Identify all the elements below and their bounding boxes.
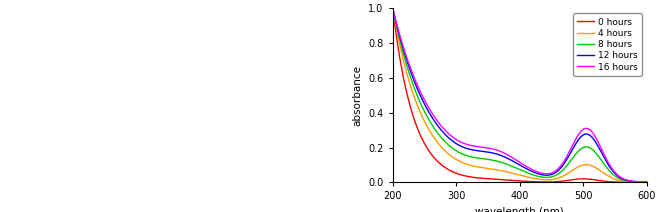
Line: 4 hours: 4 hours [393,8,647,182]
12 hours [636,181,643,183]
8 hours [512,167,520,169]
4 hours [636,181,643,184]
4 hours [506,171,513,174]
16 hours [402,53,410,56]
0 hours [636,181,643,184]
16 hours [636,180,643,183]
16 hours [643,181,651,183]
4 hours [389,7,397,10]
8 hours [402,61,410,63]
16 hours [512,159,520,161]
4 hours [512,173,520,176]
12 hours [512,162,520,164]
0 hours [589,178,597,181]
16 hours [589,132,597,134]
12 hours [402,56,410,58]
4 hours [402,68,410,70]
12 hours [506,158,513,161]
12 hours [636,181,643,183]
12 hours [389,7,397,10]
Line: 0 hours: 0 hours [393,8,647,182]
X-axis label: wavelength (nm): wavelength (nm) [475,207,564,212]
Line: 12 hours: 12 hours [393,8,647,182]
8 hours [636,181,643,183]
0 hours [643,181,651,184]
0 hours [402,87,410,89]
16 hours [506,155,513,157]
16 hours [389,7,397,10]
0 hours [389,7,397,10]
8 hours [506,164,513,166]
Line: 8 hours: 8 hours [393,8,647,182]
16 hours [636,180,643,183]
0 hours [512,180,520,182]
0 hours [636,181,643,184]
4 hours [636,181,643,184]
Legend: 0 hours, 4 hours, 8 hours, 12 hours, 16 hours: 0 hours, 4 hours, 8 hours, 12 hours, 16 … [573,13,642,76]
4 hours [643,181,651,184]
0 hours [506,179,513,181]
Line: 16 hours: 16 hours [393,8,647,182]
12 hours [643,181,651,183]
8 hours [643,181,651,183]
8 hours [389,7,397,10]
8 hours [636,181,643,183]
12 hours [589,137,597,139]
8 hours [589,149,597,151]
Y-axis label: absorbance: absorbance [352,65,363,126]
4 hours [589,165,597,167]
